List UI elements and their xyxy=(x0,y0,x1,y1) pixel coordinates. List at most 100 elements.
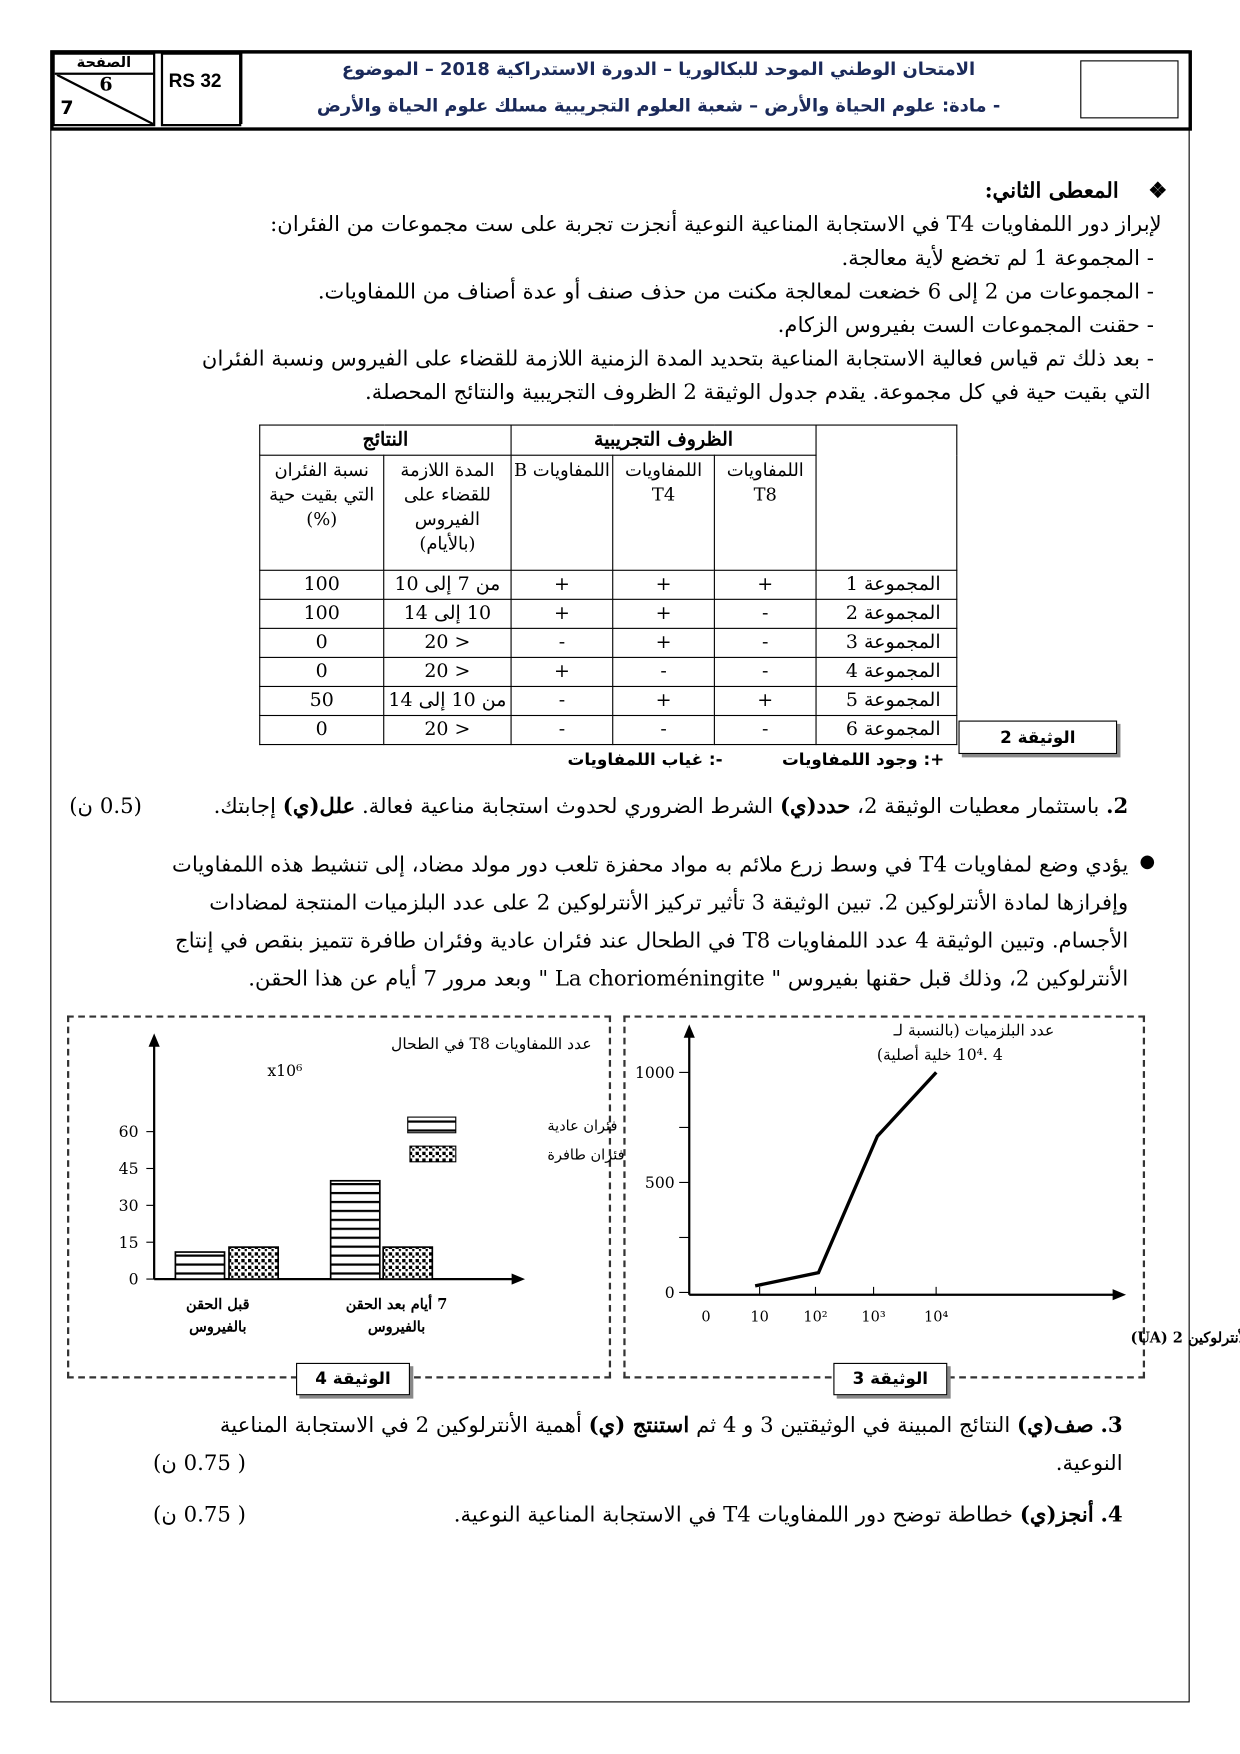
bar xyxy=(329,1179,381,1280)
question-text: أهمية الأنترلوكين 2 في الاستجابة المناعي… xyxy=(219,1413,582,1438)
cell-survival: 0 xyxy=(259,656,385,688)
cell-t4: - xyxy=(612,714,715,746)
x-category-label: 7 أيام بعد الحقن بالفيروس xyxy=(346,1293,448,1335)
question-3-points: ( 0.75 ن) xyxy=(153,1451,246,1476)
cell-t8: - xyxy=(713,598,817,629)
page-current: 6 xyxy=(99,73,113,97)
table-row: المجموعة 5 + + - من 10 إلى 14 50 xyxy=(259,685,958,717)
legend-swatch xyxy=(409,1145,457,1163)
cell-survival: 0 xyxy=(259,627,385,658)
cell-t8: - xyxy=(713,656,817,688)
table-legend: +: وجود اللمفاويات -: غياب اللمفاويات xyxy=(0,750,1240,777)
cell-t4: + xyxy=(612,569,715,600)
paragraph-line: الأجسام. وتبين الوثيقة 4 عدد اللمفاويات … xyxy=(175,928,1129,953)
exam-code: RS 32 xyxy=(168,70,222,92)
question-2-points: (0.5 ن) xyxy=(69,794,142,819)
paragraph-line: يؤدي وضع لمفاويات T4 في وسط زرع ملائم به… xyxy=(172,852,1129,877)
cell-b: + xyxy=(510,569,614,600)
question-verb: صف(ي) xyxy=(1017,1413,1094,1438)
cell-group: المجموعة 1 xyxy=(815,569,958,600)
intro-line: لإبراز دور اللمفاويات T4 في الاستجابة ال… xyxy=(270,212,1162,237)
code-empty-box xyxy=(1080,60,1179,119)
table-row: المجموعة 6- - - < 20 0 xyxy=(259,714,958,746)
cell-survival: 50 xyxy=(259,685,385,717)
legend-label: فئران طافرة xyxy=(547,1148,624,1164)
header-conditions: الظروف التجريبية xyxy=(510,424,817,456)
x-tick-label: 10 xyxy=(750,1310,768,1326)
intro-line: - المجموعات من 2 إلى 6 خضعت لمعالجة مكنت… xyxy=(317,279,1154,304)
bar xyxy=(382,1246,434,1280)
page-label: الصفحة xyxy=(54,55,154,75)
cell-duration: < 20 xyxy=(383,714,512,746)
question-3-text: 3. صف(ي) النتائج المبينة في الوثيقتين 3 … xyxy=(69,1409,1123,1443)
cell-duration: < 20 xyxy=(383,627,512,658)
question-verb: أنجز(ي) xyxy=(1019,1502,1094,1528)
y-tick-label: 0 xyxy=(665,1283,675,1302)
col-survival: نسبة الفئران التي بقيت حية (%) xyxy=(259,454,385,571)
y-axis-label: 4 .10⁴ خلية أصلية) xyxy=(877,1044,1003,1064)
question-4: 4. أنجز(ي) خطاطة توضح دور اللمفاويات T4 … xyxy=(153,1498,1123,1532)
header-frame xyxy=(50,50,1192,131)
cell-t4: + xyxy=(612,627,715,658)
legend-minus: -: غياب اللمفاويات xyxy=(567,749,723,770)
cell-survival: 100 xyxy=(259,598,385,629)
y-axis-label: عدد البلزميات (بالنسبة لـ xyxy=(893,1021,1055,1040)
question-3: 3. صف(ي) النتائج المبينة في الوثيقتين 3 … xyxy=(69,1409,1123,1443)
col-t8: اللمفاويات T8 xyxy=(713,454,817,571)
code-box: RS 32 xyxy=(160,52,242,127)
cell-t4: + xyxy=(612,598,715,629)
question-number: 2. xyxy=(1106,794,1129,819)
document-2-label: الوثيقة 2 xyxy=(958,720,1118,755)
cell-duration: < 20 xyxy=(383,656,512,688)
cell-b: - xyxy=(510,714,614,746)
round-bullet-icon: ● xyxy=(1139,850,1156,872)
paragraph-line: الأنترلوكين 2، وذلك قبل حقنها بفيروس " L… xyxy=(248,966,1129,991)
legend-label: فئران عادية xyxy=(547,1119,617,1135)
paragraph: ● يؤدي وضع لمفاويات T4 في وسط زرع ملائم … xyxy=(69,848,1155,1000)
section-title: المعطى الثاني: xyxy=(984,178,1119,204)
x-tick-label: 10³ xyxy=(861,1310,885,1326)
y-tick-label: 15 xyxy=(119,1233,139,1252)
table-row: المجموعة 4- - + < 20 0 xyxy=(259,656,958,688)
document-3-label: الوثيقة 3 xyxy=(833,1362,948,1396)
question-text: إجابتك. xyxy=(213,794,277,819)
cell-b: - xyxy=(510,627,614,658)
y-tick-label: 500 xyxy=(645,1173,675,1192)
question-verb: علل(ي) xyxy=(282,794,356,819)
col-b: اللمفاويات B xyxy=(510,454,614,571)
header-divider xyxy=(240,52,243,124)
bar xyxy=(174,1251,226,1280)
cell-b: + xyxy=(510,598,614,629)
cell-duration: 10 إلى 14 xyxy=(383,598,512,629)
intro-line: - بعد ذلك تم قياس فعالية الاستجابة المنا… xyxy=(201,346,1154,371)
y-tick-label: 1000 xyxy=(635,1063,675,1082)
content-flow: الظروف التجريبية النتائج اللمفاويات T8 ا… xyxy=(0,424,1240,1531)
cell-survival: 0 xyxy=(259,714,385,746)
cell-group: المجموعة 6 xyxy=(815,714,958,746)
cell-t8: - xyxy=(713,627,817,658)
document-2-table: الظروف التجريبية النتائج اللمفاويات T8 ا… xyxy=(259,424,958,746)
question-verb: استنتج (ي) xyxy=(588,1413,690,1438)
cell-b: - xyxy=(510,685,614,717)
y-axis-arrow-icon xyxy=(148,1033,160,1047)
y-tick-label: 45 xyxy=(119,1159,139,1178)
data-line xyxy=(754,1071,938,1288)
col-duration: المدة اللازمة للقضاء على الفيروس (بالأيا… xyxy=(383,454,512,571)
intro-line: التي بقيت حية في كل مجموعة. يقدم جدول ال… xyxy=(364,379,1151,405)
question-text: خطاطة توضح دور اللمفاويات T4 في الاستجاب… xyxy=(453,1502,1014,1528)
cell-t8: + xyxy=(713,569,817,600)
cell-duration: من 7 إلى 10 xyxy=(383,569,512,600)
x-tick-label: 10⁴ xyxy=(924,1310,948,1326)
cell-t8: - xyxy=(713,714,817,746)
question-4-points: ( 0.75 ن) xyxy=(153,1502,246,1528)
cell-duration: من 10 إلى 14 xyxy=(383,685,512,717)
question-number: 4. xyxy=(1100,1502,1123,1528)
cell-group: المجموعة 2 xyxy=(815,598,958,629)
paragraph-line: وإفرازها لمادة الأنترلوكين 2. تبين الوثي… xyxy=(209,890,1129,915)
page-total: 7 xyxy=(60,97,74,120)
question-text: النتائج المبينة في الوثيقتين 3 و 4 ثم xyxy=(696,1413,1011,1438)
bar xyxy=(228,1246,279,1280)
document-2: الظروف التجريبية النتائج اللمفاويات T8 ا… xyxy=(259,424,1118,755)
section-heading: ❖ المعطى الثاني: xyxy=(985,179,1168,204)
